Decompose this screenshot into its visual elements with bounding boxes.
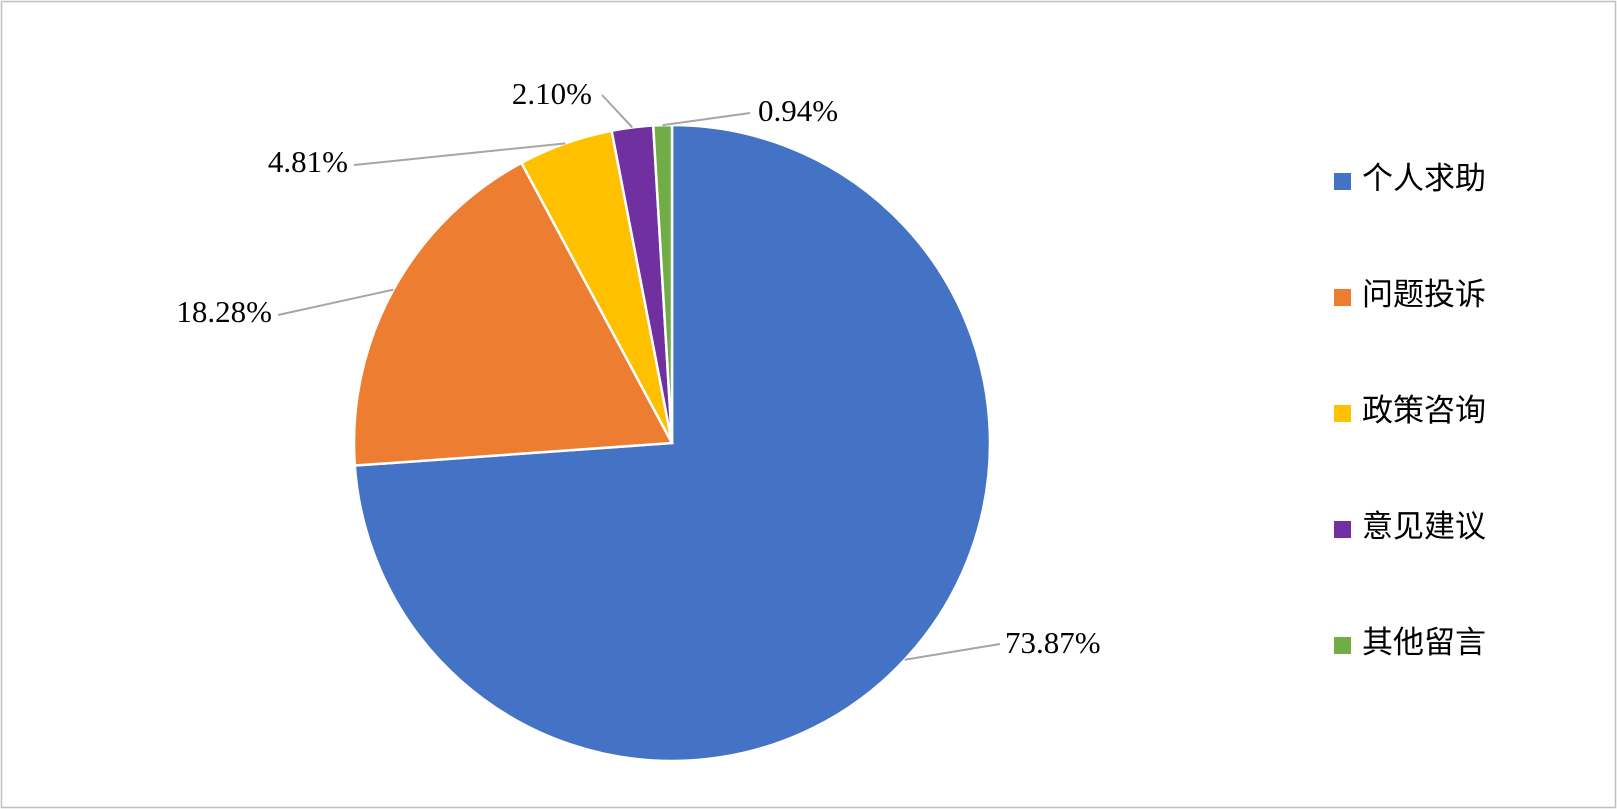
leader-line bbox=[353, 142, 566, 166]
data-label: 4.81% bbox=[268, 144, 348, 179]
legend-swatch bbox=[1334, 405, 1351, 422]
data-label: 73.87% bbox=[1005, 625, 1101, 660]
legend-label: 政策咨询 bbox=[1362, 393, 1486, 428]
legend-label: 其他留言 bbox=[1362, 625, 1486, 660]
leader-line bbox=[904, 643, 1001, 661]
legend-swatch bbox=[1334, 289, 1351, 306]
data-label: 0.94% bbox=[758, 93, 838, 128]
legend-swatch bbox=[1334, 173, 1351, 190]
legend-label: 问题投诉 bbox=[1362, 277, 1486, 312]
data-label: 18.28% bbox=[176, 294, 272, 329]
leader-line bbox=[277, 288, 394, 316]
legend-label: 意见建议 bbox=[1362, 509, 1486, 544]
leader-line bbox=[601, 94, 634, 129]
pie-slice bbox=[352, 161, 675, 467]
leader-line bbox=[662, 112, 751, 127]
pie-slice bbox=[651, 123, 674, 444]
legend-swatch bbox=[1334, 637, 1351, 654]
data-label: 2.10% bbox=[512, 76, 592, 111]
legend-label: 个人求助 bbox=[1362, 161, 1486, 196]
legend-swatch bbox=[1334, 521, 1351, 538]
